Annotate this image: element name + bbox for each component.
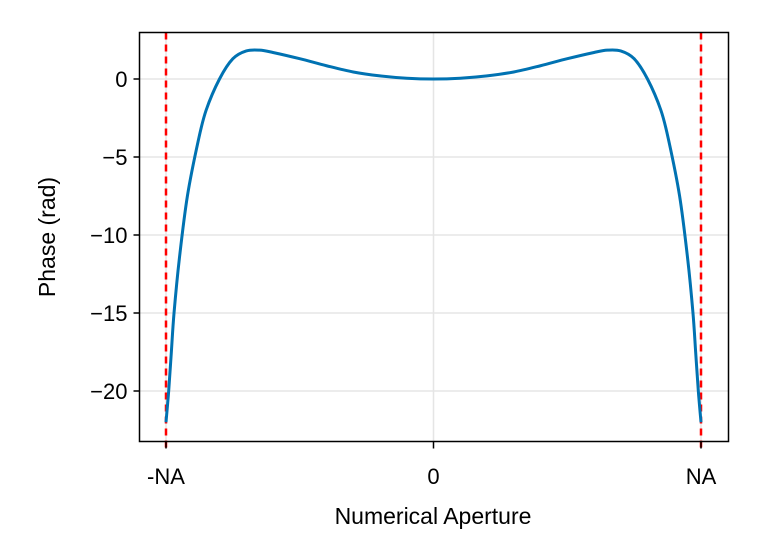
x-tick-label: NA bbox=[686, 464, 717, 489]
phase-curve bbox=[164, 48, 703, 423]
y-tick-label: −5 bbox=[102, 145, 127, 170]
y-axis-label: Phase (rad) bbox=[34, 177, 60, 297]
x-tick-label: -NA bbox=[147, 464, 185, 489]
y-tick-label: 0 bbox=[115, 67, 127, 92]
y-tick-label: −20 bbox=[90, 379, 127, 404]
y-tick-label: −10 bbox=[90, 223, 127, 248]
y-tick-label: −15 bbox=[90, 301, 127, 326]
x-axis-label: Numerical Aperture bbox=[335, 503, 532, 529]
grid-lines bbox=[139, 32, 729, 442]
na-boundary-lines bbox=[164, 32, 703, 449]
x-tick-label: 0 bbox=[427, 464, 439, 489]
x-axis-ticks: -NA 0 NA bbox=[147, 441, 717, 489]
y-axis-ticks: 0 −5 −10 −15 −20 bbox=[90, 67, 140, 404]
